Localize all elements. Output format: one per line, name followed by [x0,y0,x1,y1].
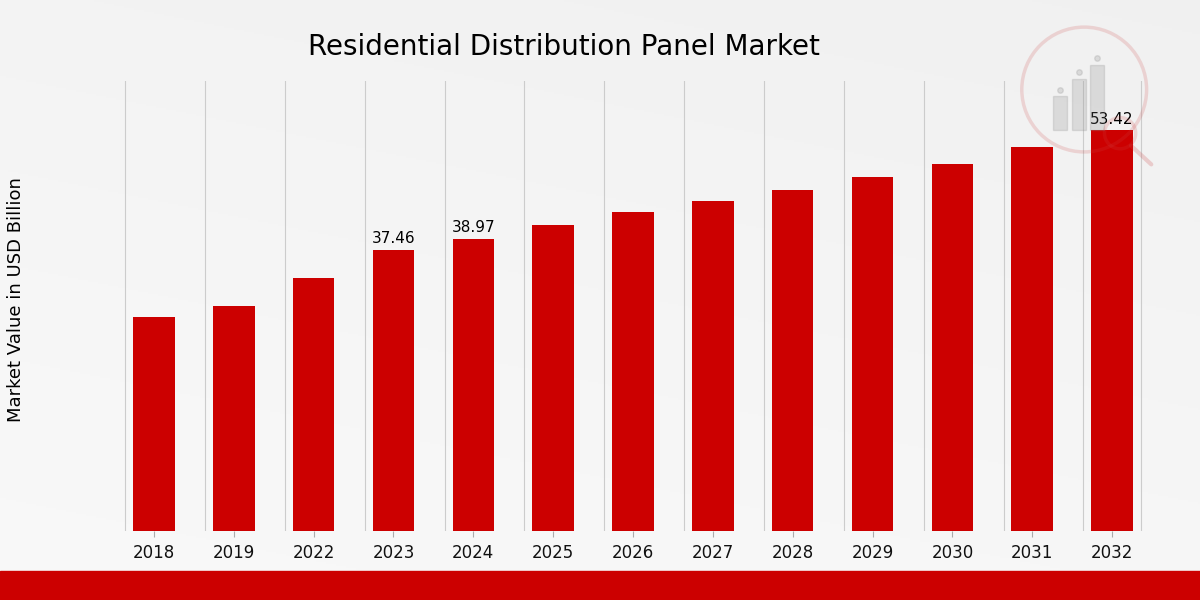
Bar [452,239,494,531]
Text: 38.97: 38.97 [451,220,496,235]
Bar [533,225,574,531]
Bar [212,306,254,531]
Bar [0,571,1200,600]
Bar [772,190,814,531]
Bar [1012,147,1054,531]
Bar [852,177,893,531]
Bar [1072,79,1086,130]
Text: 37.46: 37.46 [372,231,415,246]
Bar [133,317,175,531]
Bar [612,212,654,531]
Bar [692,201,733,531]
Text: Residential Distribution Panel Market: Residential Distribution Panel Market [308,33,820,61]
Text: 53.42: 53.42 [1091,112,1134,127]
Bar [931,163,973,531]
Bar [1054,96,1067,130]
Bar [1091,130,1133,531]
Text: Market Value in USD Billion: Market Value in USD Billion [6,178,25,422]
Bar [293,277,335,531]
Bar [373,250,414,531]
Bar [1091,65,1104,130]
